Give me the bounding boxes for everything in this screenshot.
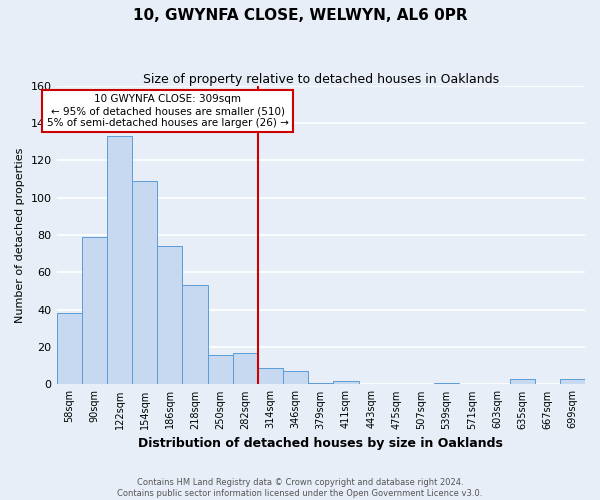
Bar xyxy=(132,181,157,384)
Text: 10, GWYNFA CLOSE, WELWYN, AL6 0PR: 10, GWYNFA CLOSE, WELWYN, AL6 0PR xyxy=(133,8,467,22)
Bar xyxy=(82,237,107,384)
Bar xyxy=(208,354,233,384)
Bar xyxy=(509,379,535,384)
Bar xyxy=(308,382,334,384)
Title: Size of property relative to detached houses in Oaklands: Size of property relative to detached ho… xyxy=(143,72,499,86)
Text: Contains HM Land Registry data © Crown copyright and database right 2024.
Contai: Contains HM Land Registry data © Crown c… xyxy=(118,478,482,498)
Bar xyxy=(182,286,208,384)
X-axis label: Distribution of detached houses by size in Oaklands: Distribution of detached houses by size … xyxy=(139,437,503,450)
Bar xyxy=(434,382,459,384)
Text: 10 GWYNFA CLOSE: 309sqm
← 95% of detached houses are smaller (510)
5% of semi-de: 10 GWYNFA CLOSE: 309sqm ← 95% of detache… xyxy=(47,94,289,128)
Bar xyxy=(258,368,283,384)
Bar xyxy=(233,352,258,384)
Bar xyxy=(107,136,132,384)
Bar xyxy=(560,379,585,384)
Bar xyxy=(157,246,182,384)
Bar xyxy=(283,372,308,384)
Y-axis label: Number of detached properties: Number of detached properties xyxy=(15,148,25,322)
Bar xyxy=(334,380,359,384)
Bar xyxy=(56,314,82,384)
